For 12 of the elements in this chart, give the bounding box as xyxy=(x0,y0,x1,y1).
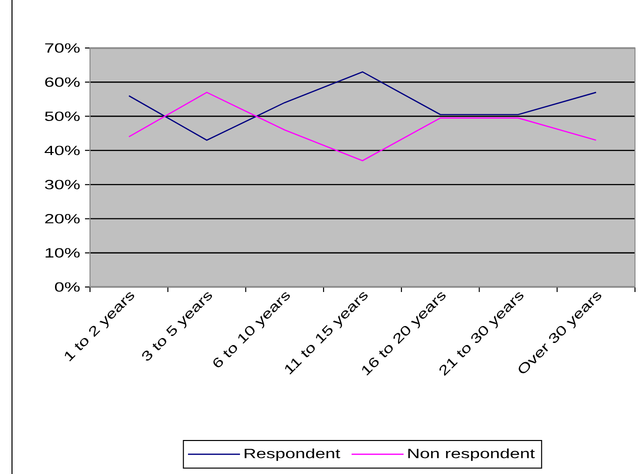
y-tick-label: 10% xyxy=(46,248,80,258)
legend-label: Non respondent xyxy=(408,448,535,461)
y-tick-label: 0% xyxy=(54,282,80,292)
y-tick-label: 50% xyxy=(44,112,80,121)
line-series xyxy=(128,71,597,141)
line-series xyxy=(128,92,597,162)
y-tick-label: 40% xyxy=(44,146,80,156)
legend-label: Respondent xyxy=(244,448,340,461)
y-tick-label: 20% xyxy=(45,214,80,224)
y-tick-label: 70% xyxy=(45,43,80,53)
y-tick-label: 60% xyxy=(45,77,80,87)
y-tick-label: 30% xyxy=(44,180,80,190)
